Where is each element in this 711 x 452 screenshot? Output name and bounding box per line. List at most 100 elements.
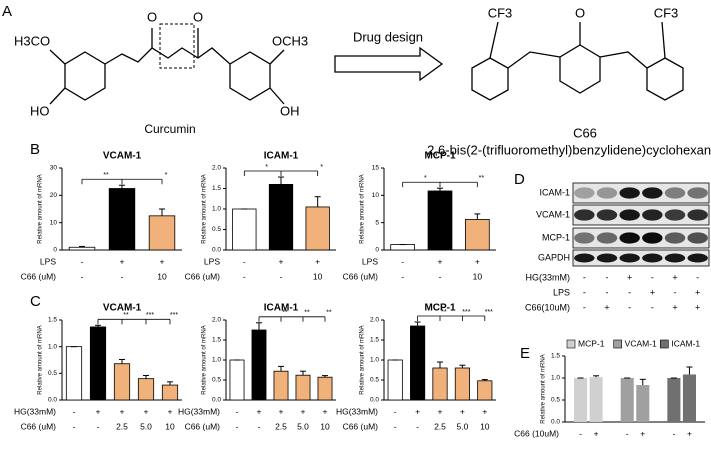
condition-label: + [301, 406, 306, 416]
condition-label: + [594, 428, 599, 438]
group-label: CF3 [654, 5, 679, 20]
y-tick-label: 0 [375, 247, 379, 254]
condition-name: HG(33mM) [336, 406, 378, 416]
condition-label: + [672, 302, 677, 312]
panel-label: D [514, 171, 525, 188]
y-tick-label: 1.5 [370, 337, 379, 344]
bond [269, 87, 285, 105]
bond [269, 49, 285, 65]
legend-swatch [660, 339, 669, 349]
condition-label: 10 [320, 421, 330, 431]
condition-label: - [73, 421, 76, 431]
condition-label: - [583, 302, 586, 312]
panel-label: A [2, 3, 12, 20]
condition-label: + [120, 406, 125, 416]
condition-label: + [168, 406, 173, 416]
compound-name: Curcumin [144, 122, 195, 136]
group-label: OCH3 [272, 33, 308, 48]
y-tick-label: 1.0 [212, 357, 221, 364]
condition-label: - [583, 272, 586, 282]
y-axis-label: Relative amount of mRNA [202, 325, 208, 394]
bar [305, 206, 330, 251]
y-tick-label: 0 [53, 247, 57, 254]
y-tick-label: 30 [50, 165, 58, 172]
condition-label: 10 [157, 271, 167, 281]
bar [268, 183, 294, 251]
condition-label: + [96, 406, 101, 416]
bar [161, 384, 179, 401]
condition-label: + [415, 406, 420, 416]
panel-label: E [520, 345, 530, 362]
condition-label: + [695, 287, 700, 297]
bond [49, 87, 66, 105]
group-label: H3CO [14, 33, 50, 48]
significance: * [265, 164, 268, 171]
legend-swatch [613, 339, 622, 349]
condition-label: - [280, 271, 283, 281]
y-tick-label: 2.0 [212, 165, 221, 172]
chain [104, 47, 231, 65]
condition-label: - [606, 287, 609, 297]
blot-row-label: VCAM-1 [536, 209, 570, 219]
condition-label: - [81, 256, 84, 266]
panel-label: C [30, 293, 41, 310]
condition-label: + [672, 272, 677, 282]
bar [620, 378, 634, 422]
bar [432, 367, 448, 401]
condition-name: C66(10uM) [525, 302, 570, 312]
condition-label: - [401, 256, 404, 266]
significance: ** [441, 309, 447, 316]
condition-name: LPS [553, 287, 570, 297]
condition-label: + [640, 428, 645, 438]
arrow [334, 46, 444, 82]
blot-band [619, 187, 640, 199]
group-label: CF3 [488, 5, 513, 20]
bar [390, 244, 416, 251]
condition-name: HG(33mM) [526, 272, 571, 282]
condition-label: 5.0 [297, 421, 309, 431]
compound-name: C66 [573, 125, 597, 140]
blot-band [642, 253, 663, 263]
condition-label: - [674, 287, 677, 297]
condition-label: + [315, 256, 320, 266]
condition-label: + [257, 406, 262, 416]
blot-band [619, 232, 640, 244]
bar [108, 188, 136, 251]
y-tick-label: 0.5 [212, 377, 221, 384]
y-tick-label: 10 [50, 219, 58, 226]
bar [574, 378, 588, 422]
blot-band [619, 209, 640, 221]
chain [507, 51, 561, 69]
condition-label: - [651, 302, 654, 312]
y-tick-label: 1.5 [212, 185, 221, 192]
condition-name: C66 (uM) [185, 421, 221, 431]
bond [489, 21, 499, 59]
significance: ** [103, 172, 109, 179]
condition-label: - [236, 421, 239, 431]
significance: * [320, 164, 323, 171]
bar [454, 367, 470, 401]
chart-title: MCP-1 [424, 303, 456, 314]
condition-label: - [579, 428, 582, 438]
ring [64, 51, 106, 101]
condition-label: - [583, 287, 586, 297]
significance: *** [462, 309, 470, 316]
significance: ** [479, 175, 485, 182]
bond [661, 21, 666, 59]
blot-band [619, 253, 640, 263]
condition-label: 2.5 [434, 421, 446, 431]
condition-label: + [627, 272, 632, 282]
blot-band [687, 253, 708, 263]
condition-label: + [650, 287, 655, 297]
y-tick-label: 15 [372, 165, 380, 172]
bar [137, 378, 155, 401]
significance: ** [282, 310, 288, 317]
significance: *** [146, 312, 154, 319]
legend-label: VCAM-1 [625, 338, 657, 348]
chain [599, 51, 648, 69]
ring [471, 57, 509, 101]
condition-name: C66 (uM) [343, 271, 379, 281]
condition-label: + [279, 406, 284, 416]
chart-title: ICAM-1 [264, 151, 299, 162]
